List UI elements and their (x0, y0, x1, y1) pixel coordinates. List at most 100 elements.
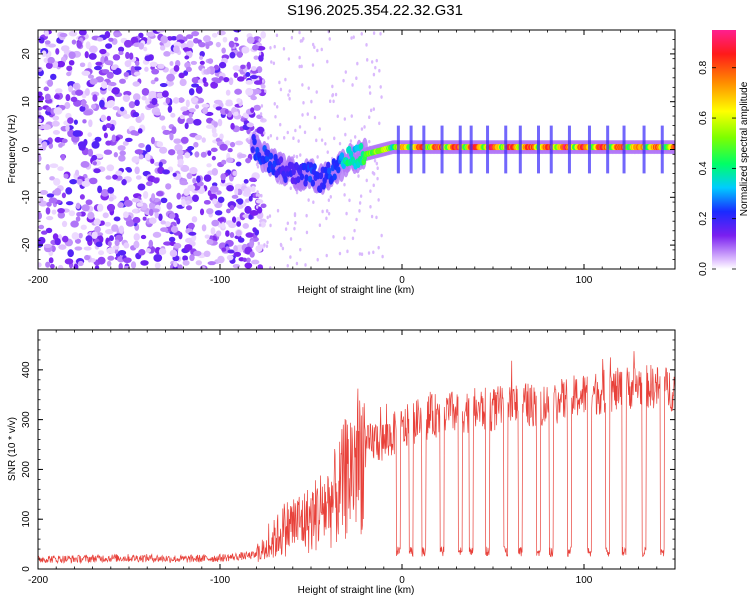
noise-blob (281, 246, 285, 251)
track-stripe (587, 125, 591, 174)
noise-blob (129, 52, 134, 60)
noise-blob (117, 145, 126, 151)
noise-blob (97, 185, 103, 194)
noise-blob (85, 235, 93, 243)
noise-blob (304, 263, 307, 267)
noise-blob (85, 41, 91, 50)
track-stripe (469, 125, 473, 174)
noise-blob (327, 211, 331, 216)
noise-blob (133, 240, 140, 249)
noise-blob (249, 209, 259, 216)
noise-blob (287, 57, 291, 61)
noise-blob (282, 47, 286, 51)
noise-blob (118, 46, 125, 53)
noise-blob (245, 198, 250, 203)
noise-blob (299, 153, 302, 157)
noise-blob (94, 225, 101, 233)
noise-blob (260, 193, 263, 198)
noise-blob (234, 88, 243, 95)
noise-blob (188, 108, 196, 113)
noise-blob (261, 116, 264, 121)
noise-blob (351, 236, 355, 241)
noise-blob (256, 66, 263, 74)
noise-blob (289, 186, 292, 190)
noise-blob (145, 98, 150, 106)
noise-blob (252, 44, 259, 51)
noise-blob (243, 178, 249, 184)
noise-blob (257, 241, 260, 246)
noise-blob (229, 141, 236, 148)
noise-blob (163, 50, 171, 57)
snr-y-tick-label: 200 (21, 461, 32, 478)
noise-blob (232, 65, 241, 71)
noise-blob (140, 260, 149, 266)
noise-blob (233, 30, 242, 33)
noise-blob (154, 111, 162, 116)
noise-blob (161, 125, 167, 131)
noise-blob (160, 197, 168, 204)
noise-blob (108, 100, 115, 107)
noise-blob (170, 112, 176, 118)
noise-blob (107, 85, 112, 92)
noise-blob (299, 39, 303, 43)
noise-blob (344, 70, 347, 74)
noise-blob (301, 113, 304, 117)
noise-blob (46, 201, 52, 207)
noise-blob (359, 194, 363, 198)
noise-blob (243, 187, 251, 195)
noise-blob (213, 121, 218, 128)
noise-blob (331, 84, 334, 89)
noise-blob (135, 175, 142, 180)
noise-blob (295, 190, 299, 195)
noise-blob (226, 254, 234, 261)
noise-blob (38, 262, 42, 268)
noise-blob (279, 87, 283, 92)
noise-blob (211, 219, 220, 227)
spectrogram-y-tick-label: 10 (21, 96, 32, 108)
noise-blob (372, 31, 376, 35)
noise-blob (286, 263, 289, 268)
spectrogram-y-tick-label: -10 (21, 190, 32, 205)
noise-blob (88, 53, 97, 60)
noise-blob (237, 204, 244, 209)
snr-y-tick-label: 300 (21, 411, 32, 428)
noise-blob (122, 94, 131, 103)
noise-blob (184, 244, 193, 251)
noise-blob (182, 47, 192, 52)
noise-blob (219, 133, 224, 140)
noise-blob (324, 141, 327, 146)
noise-blob (69, 179, 78, 185)
noise-blob (45, 216, 54, 221)
noise-blob (379, 85, 382, 89)
noise-blob (264, 89, 267, 93)
noise-blob (128, 101, 136, 109)
noise-blob (99, 99, 105, 108)
noise-blob (368, 85, 371, 89)
noise-blob (146, 31, 155, 37)
noise-blob (245, 157, 251, 164)
noise-blob (263, 243, 266, 247)
noise-blob (108, 196, 114, 202)
noise-blob (350, 36, 353, 40)
noise-blob (98, 250, 105, 256)
noise-blob (106, 247, 116, 254)
noise-blob (360, 32, 363, 36)
noise-blob (44, 30, 49, 37)
noise-blob (367, 251, 371, 255)
track-cell (250, 146, 255, 154)
noise-blob (138, 154, 144, 160)
noise-blob (72, 83, 79, 89)
noise-blob (295, 154, 299, 159)
noise-blob (38, 91, 43, 97)
noise-blob (226, 157, 234, 164)
noise-blob (54, 237, 61, 246)
noise-blob (51, 209, 57, 215)
noise-blob (162, 129, 171, 135)
noise-blob (96, 37, 104, 42)
noise-blob (123, 242, 130, 249)
noise-blob (120, 106, 125, 112)
noise-blob (255, 205, 259, 209)
noise-blob (61, 220, 68, 228)
noise-blob (244, 262, 253, 269)
noise-blob (118, 263, 123, 269)
